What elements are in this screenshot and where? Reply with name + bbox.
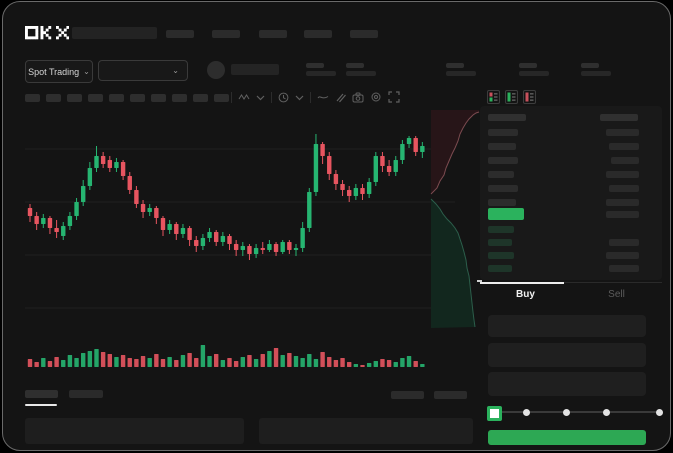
timeframe-pill[interactable] bbox=[109, 94, 124, 102]
order-total-field[interactable] bbox=[488, 372, 646, 396]
coin-avatar bbox=[207, 61, 225, 79]
timeframe-pill[interactable] bbox=[172, 94, 187, 102]
tilde-icon[interactable] bbox=[317, 91, 329, 103]
book-asks-only-icon[interactable] bbox=[523, 90, 536, 104]
orderbook-row-bar[interactable] bbox=[606, 199, 639, 206]
timeframe-pill[interactable] bbox=[25, 94, 40, 102]
bottom-control[interactable] bbox=[434, 391, 467, 399]
timeframe-pill[interactable] bbox=[214, 94, 229, 102]
order-amount-field[interactable] bbox=[488, 343, 646, 367]
market-type-label: Spot Trading bbox=[28, 66, 80, 77]
orderbook-row-bar[interactable] bbox=[488, 252, 514, 259]
orderbook-row-bar[interactable] bbox=[606, 211, 639, 218]
amount-slider[interactable] bbox=[487, 404, 665, 421]
compare-icon[interactable] bbox=[335, 92, 346, 103]
timeframe-pill[interactable] bbox=[151, 94, 166, 102]
divider bbox=[271, 91, 272, 103]
buy-submit-button[interactable] bbox=[488, 430, 646, 445]
tab-sell[interactable]: Sell bbox=[608, 288, 625, 300]
divider bbox=[310, 91, 311, 103]
orderbook-row-bar[interactable] bbox=[488, 129, 518, 136]
chevron-down-icon[interactable] bbox=[295, 93, 304, 102]
timeframe-pill[interactable] bbox=[67, 94, 82, 102]
okx-logo[interactable] bbox=[25, 26, 69, 40]
book-bids-only-icon[interactable] bbox=[505, 90, 518, 104]
chevron-down-icon: ⌄ bbox=[172, 65, 179, 75]
timeframe-pill[interactable] bbox=[130, 94, 145, 102]
timeframe-pill[interactable] bbox=[46, 94, 61, 102]
nav-item[interactable] bbox=[259, 30, 287, 38]
orderbook-row-bar[interactable] bbox=[609, 143, 639, 150]
orderbook-row-bar[interactable] bbox=[488, 185, 518, 192]
orderbook-col-header-amount bbox=[600, 114, 638, 121]
orderbook-row-bar[interactable] bbox=[488, 199, 516, 206]
orderbook-row-bar[interactable] bbox=[488, 239, 512, 246]
timeframe-pill[interactable] bbox=[88, 94, 103, 102]
pair-dropdown[interactable]: ⌄ bbox=[98, 60, 188, 81]
orderbook-row-bar[interactable] bbox=[611, 157, 639, 164]
slider-stop[interactable] bbox=[523, 409, 530, 416]
wave-icon[interactable] bbox=[238, 91, 250, 103]
nav-item[interactable] bbox=[350, 30, 378, 38]
slider-handle[interactable] bbox=[487, 406, 502, 421]
slider-stop[interactable] bbox=[603, 409, 610, 416]
orderbook-row-bar[interactable] bbox=[609, 185, 639, 192]
orderbook-row-bar[interactable] bbox=[609, 265, 639, 272]
orderbook-view-toggles bbox=[487, 90, 536, 104]
bottom-tab-underline bbox=[25, 404, 57, 406]
timeframe-pills bbox=[25, 94, 229, 102]
logo-adjacent-placeholder bbox=[72, 27, 157, 39]
expand-icon[interactable] bbox=[388, 91, 400, 103]
slider-stop[interactable] bbox=[563, 409, 570, 416]
bottom-control[interactable] bbox=[391, 391, 424, 399]
slider-stop[interactable] bbox=[656, 409, 663, 416]
chevron-down-icon[interactable] bbox=[256, 93, 265, 102]
orderbook-col-header-price bbox=[488, 114, 526, 121]
orderbook-row-bar[interactable] bbox=[606, 171, 639, 178]
orderbook-row-bar[interactable] bbox=[606, 252, 639, 259]
order-price-field[interactable] bbox=[488, 315, 646, 337]
clock-icon[interactable] bbox=[278, 92, 289, 103]
divider bbox=[231, 91, 232, 103]
nav-item[interactable] bbox=[212, 30, 240, 38]
book-asks-bids-icon[interactable] bbox=[487, 90, 500, 104]
bottom-tab[interactable] bbox=[69, 390, 103, 398]
camera-icon[interactable] bbox=[352, 92, 364, 103]
trade-tabbar: Buy Sell bbox=[480, 282, 662, 305]
bottom-tab-active[interactable] bbox=[25, 390, 58, 398]
orders-table-placeholder bbox=[25, 418, 244, 444]
history-table-placeholder bbox=[259, 418, 473, 444]
chevron-down-icon: ⌄ bbox=[83, 66, 90, 76]
slider-track[interactable] bbox=[491, 411, 663, 413]
orderbook-row-bar[interactable] bbox=[488, 157, 518, 164]
pair-name-placeholder bbox=[231, 64, 279, 75]
timeframe-pill[interactable] bbox=[193, 94, 208, 102]
tab-buy[interactable]: Buy bbox=[516, 288, 535, 300]
active-tab-indicator bbox=[480, 282, 564, 284]
orderbook-row-bar[interactable] bbox=[606, 129, 639, 136]
orderbook-row-bar[interactable] bbox=[488, 171, 514, 178]
market-type-selector[interactable]: Spot Trading ⌄ bbox=[25, 60, 93, 83]
orderbook-row-bar[interactable] bbox=[488, 143, 516, 150]
last-price-bar[interactable] bbox=[488, 208, 524, 220]
orderbook-row-bar[interactable] bbox=[609, 239, 639, 246]
chart-toolbar bbox=[231, 90, 400, 104]
orderbook-row-bar[interactable] bbox=[488, 265, 512, 272]
orderbook-row-bar[interactable] bbox=[488, 226, 514, 233]
gear-icon[interactable] bbox=[370, 91, 382, 103]
nav-item[interactable] bbox=[166, 30, 194, 38]
nav-item[interactable] bbox=[304, 30, 332, 38]
